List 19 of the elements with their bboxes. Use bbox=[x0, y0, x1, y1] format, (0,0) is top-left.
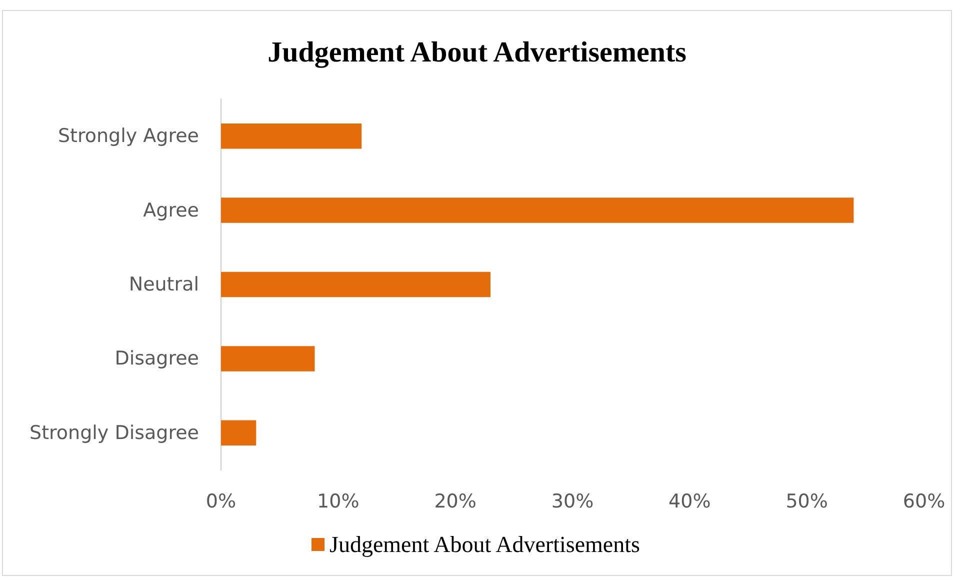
bar bbox=[221, 272, 490, 298]
y-tick-label: Strongly Disagree bbox=[30, 422, 199, 444]
x-tick-label: 30% bbox=[551, 490, 594, 512]
bar bbox=[221, 123, 362, 149]
y-tick-label: Agree bbox=[143, 199, 199, 222]
y-tick-label: Neutral bbox=[128, 274, 199, 296]
bar bbox=[221, 198, 854, 223]
x-tick-label: 50% bbox=[786, 490, 828, 512]
x-tick-label: 10% bbox=[317, 490, 360, 512]
bar bbox=[221, 420, 256, 446]
x-tick-label: 60% bbox=[902, 490, 946, 512]
chart-title: Judgement About Advertisements bbox=[268, 36, 686, 68]
bar bbox=[221, 346, 315, 372]
x-tick-label: 0% bbox=[206, 490, 236, 512]
x-tick-label: 40% bbox=[668, 490, 711, 512]
y-tick-label: Strongly Agree bbox=[58, 125, 199, 148]
y-tick-label: Disagree bbox=[114, 348, 199, 370]
legend-label: Judgement About Advertisements bbox=[330, 532, 640, 557]
x-tick-label: 20% bbox=[434, 490, 476, 512]
